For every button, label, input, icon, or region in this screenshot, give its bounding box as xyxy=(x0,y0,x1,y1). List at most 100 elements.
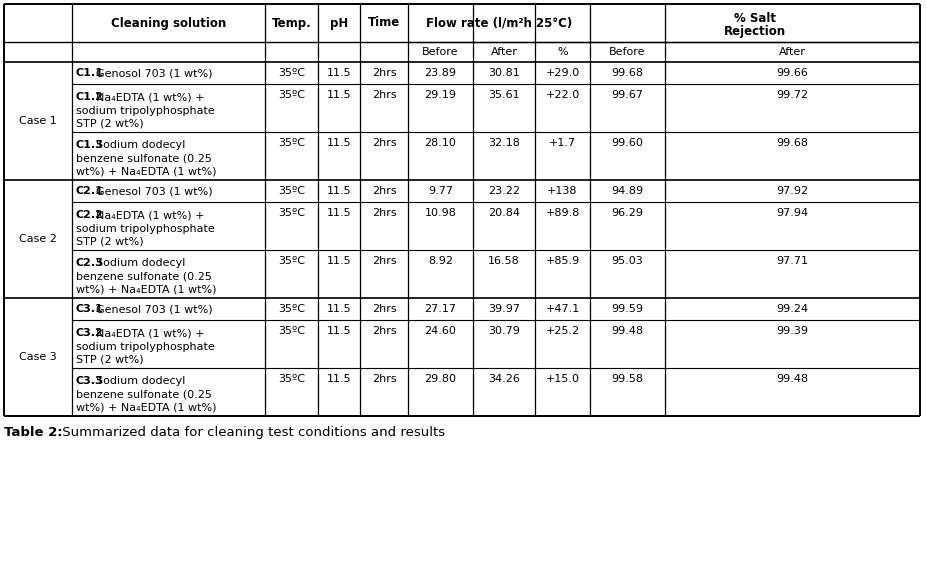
Text: sodium tripolyphosphate: sodium tripolyphosphate xyxy=(76,105,215,115)
Text: Sodium dodecyl: Sodium dodecyl xyxy=(96,258,185,268)
Text: benzene sulfonate (0.25: benzene sulfonate (0.25 xyxy=(76,154,212,163)
Text: C2.1: C2.1 xyxy=(76,186,104,196)
Text: 99.67: 99.67 xyxy=(612,90,643,100)
Text: 99.39: 99.39 xyxy=(777,325,808,336)
Text: 99.48: 99.48 xyxy=(777,374,808,383)
Text: 32.18: 32.18 xyxy=(488,137,520,148)
Text: 2hrs: 2hrs xyxy=(372,68,397,78)
Text: Genesol 703 (1 wt%): Genesol 703 (1 wt%) xyxy=(96,186,213,196)
Text: 35ºC: 35ºC xyxy=(278,68,305,78)
Text: Na₄EDTA (1 wt%) +: Na₄EDTA (1 wt%) + xyxy=(96,328,205,338)
Text: Before: Before xyxy=(609,47,646,57)
Text: 35.61: 35.61 xyxy=(489,90,520,100)
Text: 35ºC: 35ºC xyxy=(278,186,305,196)
Text: 11.5: 11.5 xyxy=(326,90,351,100)
Text: +47.1: +47.1 xyxy=(545,304,579,314)
Text: C3.3: C3.3 xyxy=(76,376,104,386)
Text: 27.17: 27.17 xyxy=(425,304,456,314)
Text: Summarized data for cleaning test conditions and results: Summarized data for cleaning test condit… xyxy=(57,426,445,439)
Text: C1.2: C1.2 xyxy=(76,92,104,102)
Text: Sodium dodecyl: Sodium dodecyl xyxy=(96,376,185,386)
Text: wt%) + Na₄EDTA (1 wt%): wt%) + Na₄EDTA (1 wt%) xyxy=(76,167,217,177)
Text: 2hrs: 2hrs xyxy=(372,374,397,383)
Text: Genesol 703 (1 wt%): Genesol 703 (1 wt%) xyxy=(96,304,213,314)
Text: 2hrs: 2hrs xyxy=(372,256,397,266)
Text: 99.68: 99.68 xyxy=(612,68,643,78)
Text: 30.79: 30.79 xyxy=(488,325,520,336)
Text: +85.9: +85.9 xyxy=(545,256,579,266)
Text: 11.5: 11.5 xyxy=(326,186,351,196)
Text: C2.3: C2.3 xyxy=(76,258,104,268)
Text: 23.22: 23.22 xyxy=(488,186,520,196)
Text: C2.2: C2.2 xyxy=(76,210,104,220)
Text: 2hrs: 2hrs xyxy=(372,304,397,314)
Text: 9.77: 9.77 xyxy=(428,186,453,196)
Text: sodium tripolyphosphate: sodium tripolyphosphate xyxy=(76,224,215,234)
Text: 11.5: 11.5 xyxy=(326,68,351,78)
Text: Rejection: Rejection xyxy=(724,25,786,38)
Text: Sodium dodecyl: Sodium dodecyl xyxy=(96,140,185,150)
Text: Time: Time xyxy=(368,16,400,29)
Text: Case 3: Case 3 xyxy=(19,352,57,362)
Text: STP (2 wt%): STP (2 wt%) xyxy=(76,355,144,365)
Text: 99.72: 99.72 xyxy=(777,90,808,100)
Text: 99.59: 99.59 xyxy=(612,304,643,314)
Text: %: % xyxy=(557,47,568,57)
Text: Genosol 703 (1 wt%): Genosol 703 (1 wt%) xyxy=(96,68,212,78)
Text: % Salt: % Salt xyxy=(734,12,776,25)
Text: 29.19: 29.19 xyxy=(425,90,456,100)
Text: After: After xyxy=(779,47,806,57)
Text: +29.0: +29.0 xyxy=(545,68,579,78)
Text: sodium tripolyphosphate: sodium tripolyphosphate xyxy=(76,342,215,351)
Text: 97.71: 97.71 xyxy=(777,256,808,266)
Text: pH: pH xyxy=(330,16,349,29)
Text: 34.26: 34.26 xyxy=(488,374,520,383)
Text: Cleaning solution: Cleaning solution xyxy=(111,16,226,29)
Text: +1.7: +1.7 xyxy=(549,137,576,148)
Text: 11.5: 11.5 xyxy=(326,256,351,266)
Text: wt%) + Na₄EDTA (1 wt%): wt%) + Na₄EDTA (1 wt%) xyxy=(76,403,217,413)
Text: +89.8: +89.8 xyxy=(545,208,579,217)
Text: wt%) + Na₄EDTA (1 wt%): wt%) + Na₄EDTA (1 wt%) xyxy=(76,285,217,295)
Text: 2hrs: 2hrs xyxy=(372,186,397,196)
Text: 30.81: 30.81 xyxy=(489,68,520,78)
Text: 35ºC: 35ºC xyxy=(278,325,305,336)
Text: benzene sulfonate (0.25: benzene sulfonate (0.25 xyxy=(76,390,212,400)
Text: 94.89: 94.89 xyxy=(612,186,643,196)
Text: STP (2 wt%): STP (2 wt%) xyxy=(76,119,144,129)
Text: 96.29: 96.29 xyxy=(612,208,643,217)
Text: 99.66: 99.66 xyxy=(777,68,808,78)
Text: 99.68: 99.68 xyxy=(777,137,808,148)
Text: 99.24: 99.24 xyxy=(777,304,808,314)
Text: benzene sulfonate (0.25: benzene sulfonate (0.25 xyxy=(76,271,212,282)
Text: C1.1: C1.1 xyxy=(76,68,104,78)
Text: 99.60: 99.60 xyxy=(612,137,643,148)
Text: STP (2 wt%): STP (2 wt%) xyxy=(76,237,144,247)
Text: +15.0: +15.0 xyxy=(545,374,579,383)
Text: +22.0: +22.0 xyxy=(545,90,579,100)
Text: 99.48: 99.48 xyxy=(612,325,643,336)
Text: 2hrs: 2hrs xyxy=(372,90,397,100)
Text: Flow rate (l/m²h 25°C): Flow rate (l/m²h 25°C) xyxy=(425,16,572,29)
Text: 2hrs: 2hrs xyxy=(372,325,397,336)
Text: 16.58: 16.58 xyxy=(489,256,520,266)
Text: C3.1: C3.1 xyxy=(76,304,104,314)
Text: 11.5: 11.5 xyxy=(326,325,351,336)
Text: C1.3: C1.3 xyxy=(76,140,104,150)
Text: +25.2: +25.2 xyxy=(545,325,579,336)
Text: 2hrs: 2hrs xyxy=(372,137,397,148)
Text: Table 2:: Table 2: xyxy=(4,426,63,439)
Text: 8.92: 8.92 xyxy=(428,256,453,266)
Text: 20.84: 20.84 xyxy=(488,208,520,217)
Text: 39.97: 39.97 xyxy=(488,304,520,314)
Text: 10.98: 10.98 xyxy=(425,208,456,217)
Text: 11.5: 11.5 xyxy=(326,208,351,217)
Text: 97.92: 97.92 xyxy=(777,186,808,196)
Text: 29.80: 29.80 xyxy=(425,374,456,383)
Text: Case 2: Case 2 xyxy=(19,234,57,244)
Text: Na₄EDTA (1 wt%) +: Na₄EDTA (1 wt%) + xyxy=(96,210,205,220)
Text: 11.5: 11.5 xyxy=(326,374,351,383)
Text: 35ºC: 35ºC xyxy=(278,304,305,314)
Text: Before: Before xyxy=(423,47,459,57)
Text: 35ºC: 35ºC xyxy=(278,374,305,383)
